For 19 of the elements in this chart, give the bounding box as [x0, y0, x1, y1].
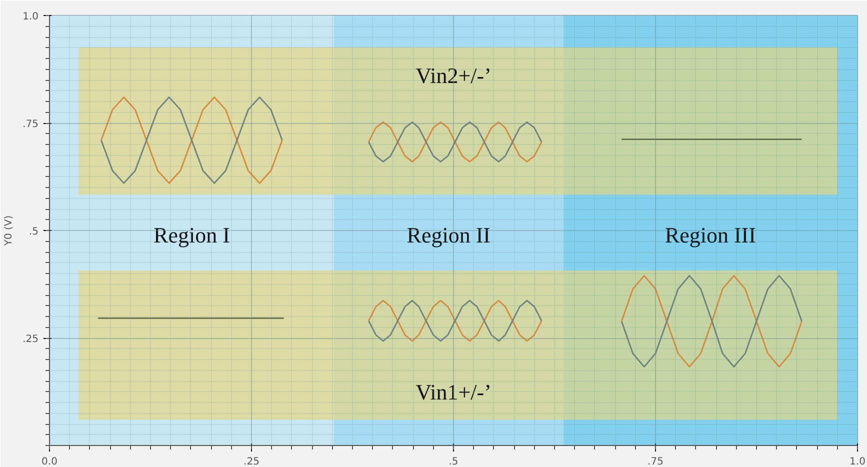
band-label: Vin1+/-’	[416, 379, 492, 404]
line-series	[620, 274, 802, 368]
line-series	[368, 300, 542, 342]
line-series	[100, 96, 283, 184]
band-label: Region III	[664, 222, 756, 248]
y-tick-label: 1.0	[22, 12, 39, 22]
y-tick-label: .75	[22, 119, 39, 130]
band-label: Vin2+/-’	[416, 62, 492, 88]
x-tick-label: .75	[648, 456, 664, 467]
x-tick-label: .25	[244, 456, 260, 467]
band-label: Region I	[154, 222, 230, 248]
y-tick-label: .5	[28, 226, 39, 238]
band-label: Region II	[406, 222, 491, 248]
x-tick-label: 1.0	[850, 456, 866, 467]
x-tick-label: 0.0	[42, 456, 58, 467]
y-tick-label: .25	[22, 334, 39, 345]
y-axis-title: Y0 (V)	[4, 215, 15, 247]
line-series	[368, 121, 542, 162]
x-tick-label: .5	[448, 456, 458, 467]
